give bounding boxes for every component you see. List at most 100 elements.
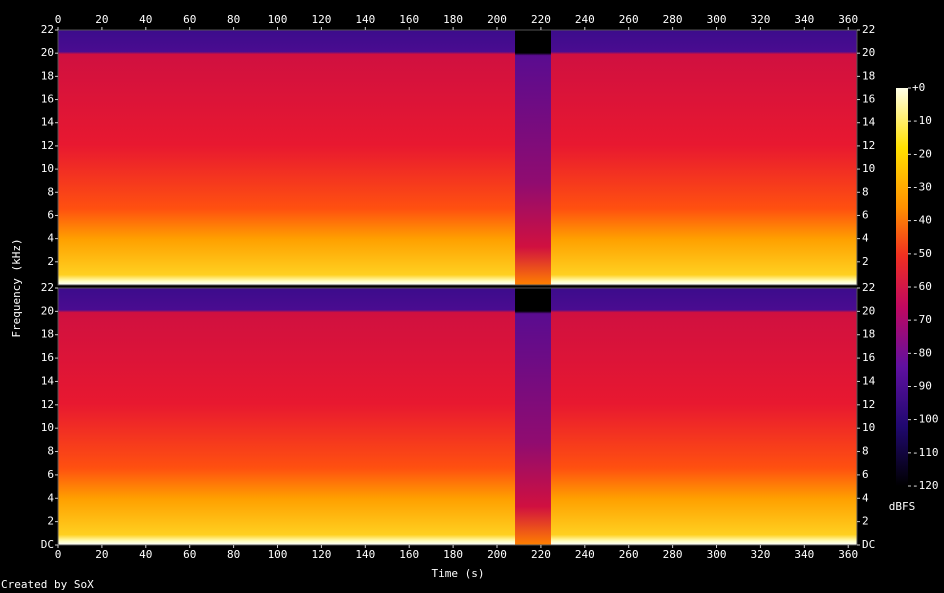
- colorbar-tick-label: -40: [912, 214, 932, 227]
- y-tick-label: 14: [862, 116, 876, 129]
- x-tick-label: 340: [794, 548, 814, 561]
- y-tick-label: 6: [47, 468, 54, 481]
- colorbar-tick-label: -70: [912, 313, 932, 326]
- x-tick-label: 0: [55, 548, 62, 561]
- spectrogram-texture: [58, 30, 857, 285]
- y-tick-label: 20: [41, 46, 54, 59]
- x-tick-label: 60: [183, 13, 196, 26]
- y-tick-label: 22: [41, 281, 54, 294]
- x-tick-label: 220: [531, 13, 551, 26]
- y-tick-label: 4: [862, 491, 869, 504]
- x-tick-label: 360: [838, 548, 858, 561]
- colorbar-tick-label: +0: [912, 81, 925, 94]
- x-tick-label: 20: [95, 548, 108, 561]
- y-tick-label: 18: [862, 69, 875, 82]
- x-tick-label: 100: [268, 13, 288, 26]
- colorbar-tick-label: -10: [912, 114, 932, 127]
- x-tick-label: 220: [531, 548, 551, 561]
- colorbar-tick-label: -120: [912, 479, 939, 492]
- x-tick-label: 240: [575, 548, 595, 561]
- colorbar-tick-label: -110: [912, 446, 939, 459]
- y-tick-label: 20: [862, 46, 875, 59]
- colorbar-tick-label: -50: [912, 247, 932, 260]
- x-tick-label: 120: [311, 13, 331, 26]
- colorbar-tick-label: -20: [912, 147, 932, 160]
- x-tick-label: 200: [487, 13, 507, 26]
- x-tick-label: 280: [663, 13, 683, 26]
- x-tick-label: 20: [95, 13, 108, 26]
- x-tick-label: 320: [750, 548, 770, 561]
- y-tick-label: 8: [862, 445, 869, 458]
- y-tick-label: DC: [862, 538, 875, 551]
- y-tick-label: 10: [862, 162, 875, 175]
- x-tick-label: 160: [399, 13, 419, 26]
- colorbar-tick-label: -90: [912, 380, 932, 393]
- y-tick-label: 6: [47, 208, 54, 221]
- y-tick-label: 14: [41, 374, 55, 387]
- quiet-section: [515, 30, 551, 285]
- y-tick-label: 2: [862, 255, 869, 268]
- y-tick-label: DC: [41, 538, 54, 551]
- x-tick-label: 260: [619, 13, 639, 26]
- y-tick-label: 10: [862, 421, 875, 434]
- y-tick-label: 20: [41, 304, 54, 317]
- y-tick-label: 22: [862, 281, 875, 294]
- x-tick-label: 320: [750, 13, 770, 26]
- colorbar-tick-label: -80: [912, 346, 932, 359]
- panel-border: [57, 29, 858, 286]
- x-tick-label: 80: [227, 13, 240, 26]
- colorbar-tick-label: -30: [912, 181, 932, 194]
- y-tick-label: 18: [41, 69, 54, 82]
- x-tick-label: 240: [575, 13, 595, 26]
- y-tick-label: 16: [41, 93, 54, 106]
- x-tick-label: 160: [399, 548, 419, 561]
- y-tick-label: 2: [47, 515, 54, 528]
- y-tick-label: 14: [862, 374, 876, 387]
- y-tick-label: 12: [41, 398, 54, 411]
- x-tick-label: 280: [663, 548, 683, 561]
- y-tick-label: 8: [47, 185, 54, 198]
- y-tick-label: 14: [41, 116, 55, 129]
- colorbar-label: dBFS: [889, 500, 916, 513]
- y-tick-label: 16: [862, 351, 875, 364]
- x-tick-label: 300: [707, 13, 727, 26]
- colorbar-tick-label: -100: [912, 413, 939, 426]
- colorbar-tick-label: -60: [912, 280, 932, 293]
- x-tick-label: 40: [139, 13, 152, 26]
- y-tick-label: 4: [862, 232, 869, 245]
- y-tick-label: 22: [41, 23, 54, 36]
- x-tick-label: 340: [794, 13, 814, 26]
- y-tick-label: 12: [862, 139, 875, 152]
- y-tick-label: 2: [47, 255, 54, 268]
- y-tick-label: 16: [862, 93, 875, 106]
- x-tick-label: 300: [707, 548, 727, 561]
- x-tick-label: 100: [268, 548, 288, 561]
- y-tick-label: 6: [862, 208, 869, 221]
- y-tick-label: 6: [862, 468, 869, 481]
- panel-border: [57, 287, 858, 546]
- y-tick-label: 18: [41, 328, 54, 341]
- x-tick-label: 200: [487, 548, 507, 561]
- y-tick-label: 20: [862, 304, 875, 317]
- y-tick-label: 18: [862, 328, 875, 341]
- y-tick-label: 10: [41, 421, 54, 434]
- x-tick-label: 180: [443, 548, 463, 561]
- x-tick-label: 180: [443, 13, 463, 26]
- spectrogram-texture: [58, 288, 857, 545]
- y-tick-label: 8: [47, 445, 54, 458]
- x-axis-label: Time (s): [432, 567, 485, 580]
- x-tick-label: 140: [355, 548, 375, 561]
- x-tick-label: 40: [139, 548, 152, 561]
- footer: Created by SoX: [1, 578, 94, 591]
- y-tick-label: 22: [862, 23, 875, 36]
- x-tick-label: 80: [227, 548, 240, 561]
- x-tick-label: 260: [619, 548, 639, 561]
- x-tick-label: 0: [55, 13, 62, 26]
- colorbar: [896, 88, 908, 486]
- y-tick-label: 4: [47, 491, 54, 504]
- y-tick-label: 16: [41, 351, 54, 364]
- y-tick-label: 2: [862, 515, 869, 528]
- x-tick-label: 360: [838, 13, 858, 26]
- x-tick-label: 140: [355, 13, 375, 26]
